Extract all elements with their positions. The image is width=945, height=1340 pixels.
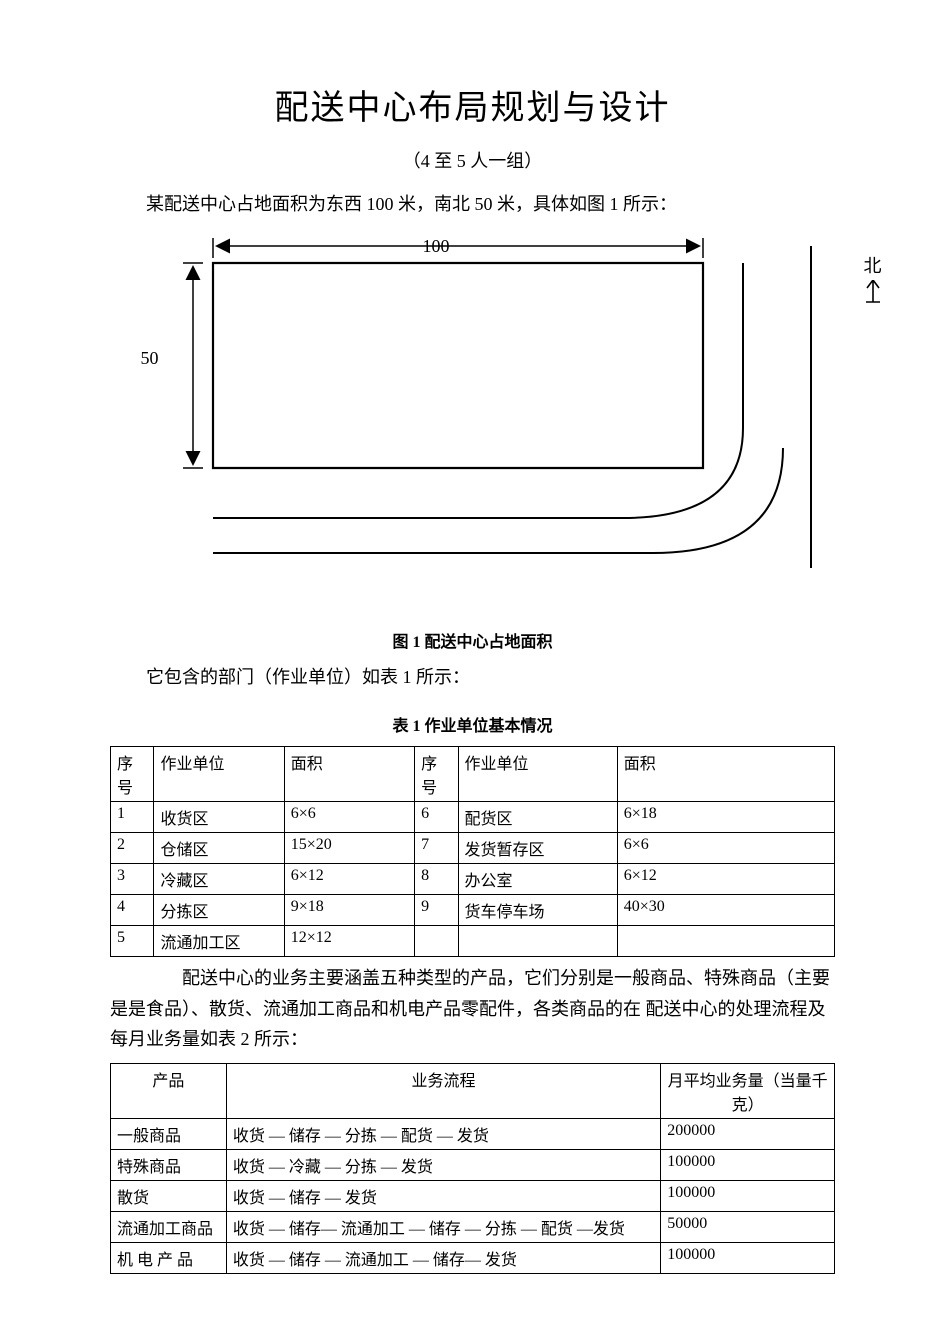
table-header-row: 产品 业务流程 月平均业务量（当量千克） (111, 1063, 835, 1118)
cell-unit: 发货暂存区 (458, 833, 617, 864)
cell-unit: 流通加工区 (154, 926, 284, 957)
cell-product: 机 电 产 品 (111, 1242, 227, 1273)
table-row: 一般商品 收货 — 储存 — 分拣 — 配货 — 发货 200000 (111, 1118, 835, 1149)
cell-no: 5 (111, 926, 154, 957)
table-row: 2 仓储区 15×20 7 发货暂存区 6×6 (111, 833, 835, 864)
table-row: 4 分拣区 9×18 9 货车停车场 40×30 (111, 895, 835, 926)
process-table: 产品 业务流程 月平均业务量（当量千克） 一般商品 收货 — 储存 — 分拣 —… (110, 1063, 835, 1274)
page-subtitle: （4 至 5 人一组） (110, 147, 835, 173)
figure-1-caption: 图 1 配送中心占地面积 (110, 628, 835, 652)
cell-area (617, 926, 834, 957)
cell-area: 6×12 (617, 864, 834, 895)
cell-unit: 分拣区 (154, 895, 284, 926)
height-label: 50 (141, 348, 159, 369)
cell-unit (458, 926, 617, 957)
cell-process: 收货 — 储存 — 发货 (226, 1180, 660, 1211)
col-header-unit: 作业单位 (458, 747, 617, 802)
table-row: 1 收货区 6×6 6 配货区 6×18 (111, 802, 835, 833)
table-row: 5 流通加工区 12×12 (111, 926, 835, 957)
cell-no: 1 (111, 802, 154, 833)
cell-product: 一般商品 (111, 1118, 227, 1149)
col-header-unit: 作业单位 (154, 747, 284, 802)
cell-process: 收货 — 储存— 流通加工 — 储存 — 分拣 — 配货 —发货 (226, 1211, 660, 1242)
col-header-volume: 月平均业务量（当量千克） (661, 1063, 835, 1118)
col-header-product: 产品 (111, 1063, 227, 1118)
cell-no: 2 (111, 833, 154, 864)
north-indicator: 北 (863, 252, 883, 310)
table-header-row: 序号 作业单位 面积 序号 作业单位 面积 (111, 747, 835, 802)
col-header-area: 面积 (617, 747, 834, 802)
table-row: 特殊商品 收货 — 冷藏 — 分拣 — 发货 100000 (111, 1149, 835, 1180)
cell-no: 8 (415, 864, 458, 895)
cell-process: 收货 — 冷藏 — 分拣 — 发货 (226, 1149, 660, 1180)
width-label: 100 (423, 236, 450, 257)
cell-product: 散货 (111, 1180, 227, 1211)
cell-volume: 200000 (661, 1118, 835, 1149)
cell-area: 12×12 (284, 926, 414, 957)
cell-process: 收货 — 储存 — 分拣 — 配货 — 发货 (226, 1118, 660, 1149)
cell-no: 6 (415, 802, 458, 833)
cell-no: 7 (415, 833, 458, 864)
north-label: 北 (864, 256, 882, 276)
table-row: 机 电 产 品 收货 — 储存 — 流通加工 — 储存— 发货 100000 (111, 1242, 835, 1273)
cell-unit: 货车停车场 (458, 895, 617, 926)
cell-unit: 仓储区 (154, 833, 284, 864)
cell-area: 6×12 (284, 864, 414, 895)
table-row: 流通加工商品 收货 — 储存— 流通加工 — 储存 — 分拣 — 配货 —发货 … (111, 1211, 835, 1242)
cell-no: 3 (111, 864, 154, 895)
intro-paragraph: 某配送中心占地面积为东西 100 米，南北 50 米，具体如图 1 所示： (110, 189, 835, 220)
cell-area: 9×18 (284, 895, 414, 926)
site-diagram: 100 50 北 (123, 228, 823, 608)
table-row: 散货 收货 — 储存 — 发货 100000 (111, 1180, 835, 1211)
cell-unit: 配货区 (458, 802, 617, 833)
north-arrow-icon (863, 280, 883, 310)
table2-intro: 配送中心的业务主要涵盖五种类型的产品，它们分别是一般商品、特殊商品（主要是是食品… (110, 963, 835, 1055)
cell-volume: 50000 (661, 1211, 835, 1242)
cell-no (415, 926, 458, 957)
cell-volume: 100000 (661, 1149, 835, 1180)
col-header-no: 序号 (111, 747, 154, 802)
col-header-no: 序号 (415, 747, 458, 802)
col-header-area: 面积 (284, 747, 414, 802)
cell-unit: 冷藏区 (154, 864, 284, 895)
table-row: 3 冷藏区 6×12 8 办公室 6×12 (111, 864, 835, 895)
site-svg (123, 228, 823, 588)
cell-product: 特殊商品 (111, 1149, 227, 1180)
cell-area: 40×30 (617, 895, 834, 926)
table-1-caption: 表 1 作业单位基本情况 (110, 712, 835, 736)
cell-unit: 收货区 (154, 802, 284, 833)
cell-volume: 100000 (661, 1180, 835, 1211)
cell-no: 9 (415, 895, 458, 926)
cell-area: 6×6 (617, 833, 834, 864)
page-title: 配送中心布局规划与设计 (110, 80, 835, 129)
cell-unit: 办公室 (458, 864, 617, 895)
cell-no: 4 (111, 895, 154, 926)
cell-area: 15×20 (284, 833, 414, 864)
cell-process: 收货 — 储存 — 流通加工 — 储存— 发货 (226, 1242, 660, 1273)
cell-volume: 100000 (661, 1242, 835, 1273)
cell-product: 流通加工商品 (111, 1211, 227, 1242)
cell-area: 6×18 (617, 802, 834, 833)
col-header-process: 业务流程 (226, 1063, 660, 1118)
units-table: 序号 作业单位 面积 序号 作业单位 面积 1 收货区 6×6 6 配货区 6×… (110, 746, 835, 957)
table1-intro: 它包含的部门（作业单位）如表 1 所示： (110, 662, 835, 693)
cell-area: 6×6 (284, 802, 414, 833)
